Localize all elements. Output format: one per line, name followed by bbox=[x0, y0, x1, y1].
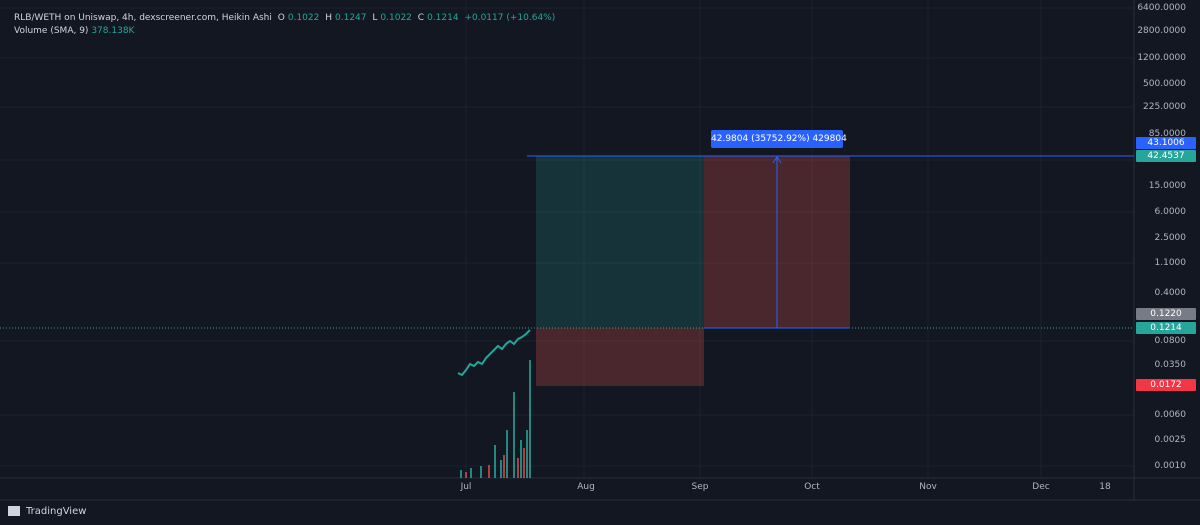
price-label: 0.0010 bbox=[1154, 461, 1187, 471]
last-price-badge: 0.1214 bbox=[1136, 322, 1196, 334]
symbol[interactable]: RLB/WETH on Uniswap, 4h, dexscreener.com… bbox=[14, 13, 272, 23]
ohlc-label: O bbox=[277, 13, 285, 23]
time-label: Oct bbox=[804, 482, 820, 492]
grid bbox=[0, 0, 1134, 478]
price-label: 225.0000 bbox=[1143, 102, 1186, 112]
ohlc-value: 0.1214 bbox=[427, 13, 459, 23]
price-label: 2800.0000 bbox=[1137, 26, 1186, 36]
ohlc-label: C bbox=[417, 13, 425, 23]
change: +0.0117 (+10.64%) bbox=[464, 13, 556, 23]
ohlc-label: L bbox=[372, 13, 378, 23]
price-badge: 42.4537 bbox=[1136, 150, 1196, 162]
price-label: 1.1000 bbox=[1154, 258, 1187, 268]
ohlc-value: 0.1022 bbox=[380, 13, 412, 23]
price-label: 85.0000 bbox=[1148, 129, 1186, 139]
time-label: Nov bbox=[919, 482, 937, 492]
target-badge: 43.1006 bbox=[1136, 137, 1196, 149]
time-label: Jul bbox=[460, 482, 472, 492]
volume-legend: Volume (SMA, 9) 378.138K bbox=[14, 26, 134, 36]
ohlc-value: 0.1022 bbox=[287, 13, 320, 23]
volume-bars bbox=[460, 360, 531, 478]
brand-logo bbox=[8, 506, 20, 516]
time-label: Aug bbox=[577, 482, 595, 492]
stop-zone[interactable] bbox=[536, 328, 704, 386]
time-label: Dec bbox=[1032, 482, 1050, 492]
measure-label: 42.9804 (35752.92%) 429804 bbox=[711, 130, 847, 148]
price-label: 0.0025 bbox=[1154, 435, 1187, 445]
volume-name[interactable]: Volume (SMA, 9) bbox=[14, 26, 89, 36]
price-candles bbox=[457, 329, 531, 377]
price-label: 0.0800 bbox=[1154, 336, 1187, 346]
price-label: 15.0000 bbox=[1148, 181, 1186, 191]
profit-zone[interactable] bbox=[536, 156, 704, 328]
brand[interactable]: TradingView bbox=[26, 506, 87, 517]
volume-bars-down bbox=[465, 448, 525, 478]
price-label: 6400.0000 bbox=[1137, 3, 1186, 13]
price-label: 0.4000 bbox=[1154, 288, 1187, 298]
ohlc-label: H bbox=[325, 13, 333, 23]
arrow-head bbox=[772, 156, 782, 164]
price-label: 6.0000 bbox=[1154, 207, 1187, 217]
stop-badge: 0.0172 bbox=[1136, 379, 1196, 391]
time-label: 18 bbox=[1099, 482, 1111, 492]
price-label: 0.0350 bbox=[1154, 360, 1187, 370]
price-label: 1200.0000 bbox=[1137, 53, 1186, 63]
time-label: Sep bbox=[691, 482, 709, 492]
price-label: 2.5000 bbox=[1154, 233, 1187, 243]
legend-header: RLB/WETH on Uniswap, 4h, dexscreener.com… bbox=[14, 13, 558, 23]
price-label: 0.0060 bbox=[1154, 410, 1187, 420]
price-label: 500.0000 bbox=[1143, 79, 1186, 89]
ohlc-value: 0.1247 bbox=[335, 13, 367, 23]
price-badge: 0.1220 bbox=[1136, 308, 1196, 320]
volume-value: 378.138K bbox=[91, 26, 135, 36]
